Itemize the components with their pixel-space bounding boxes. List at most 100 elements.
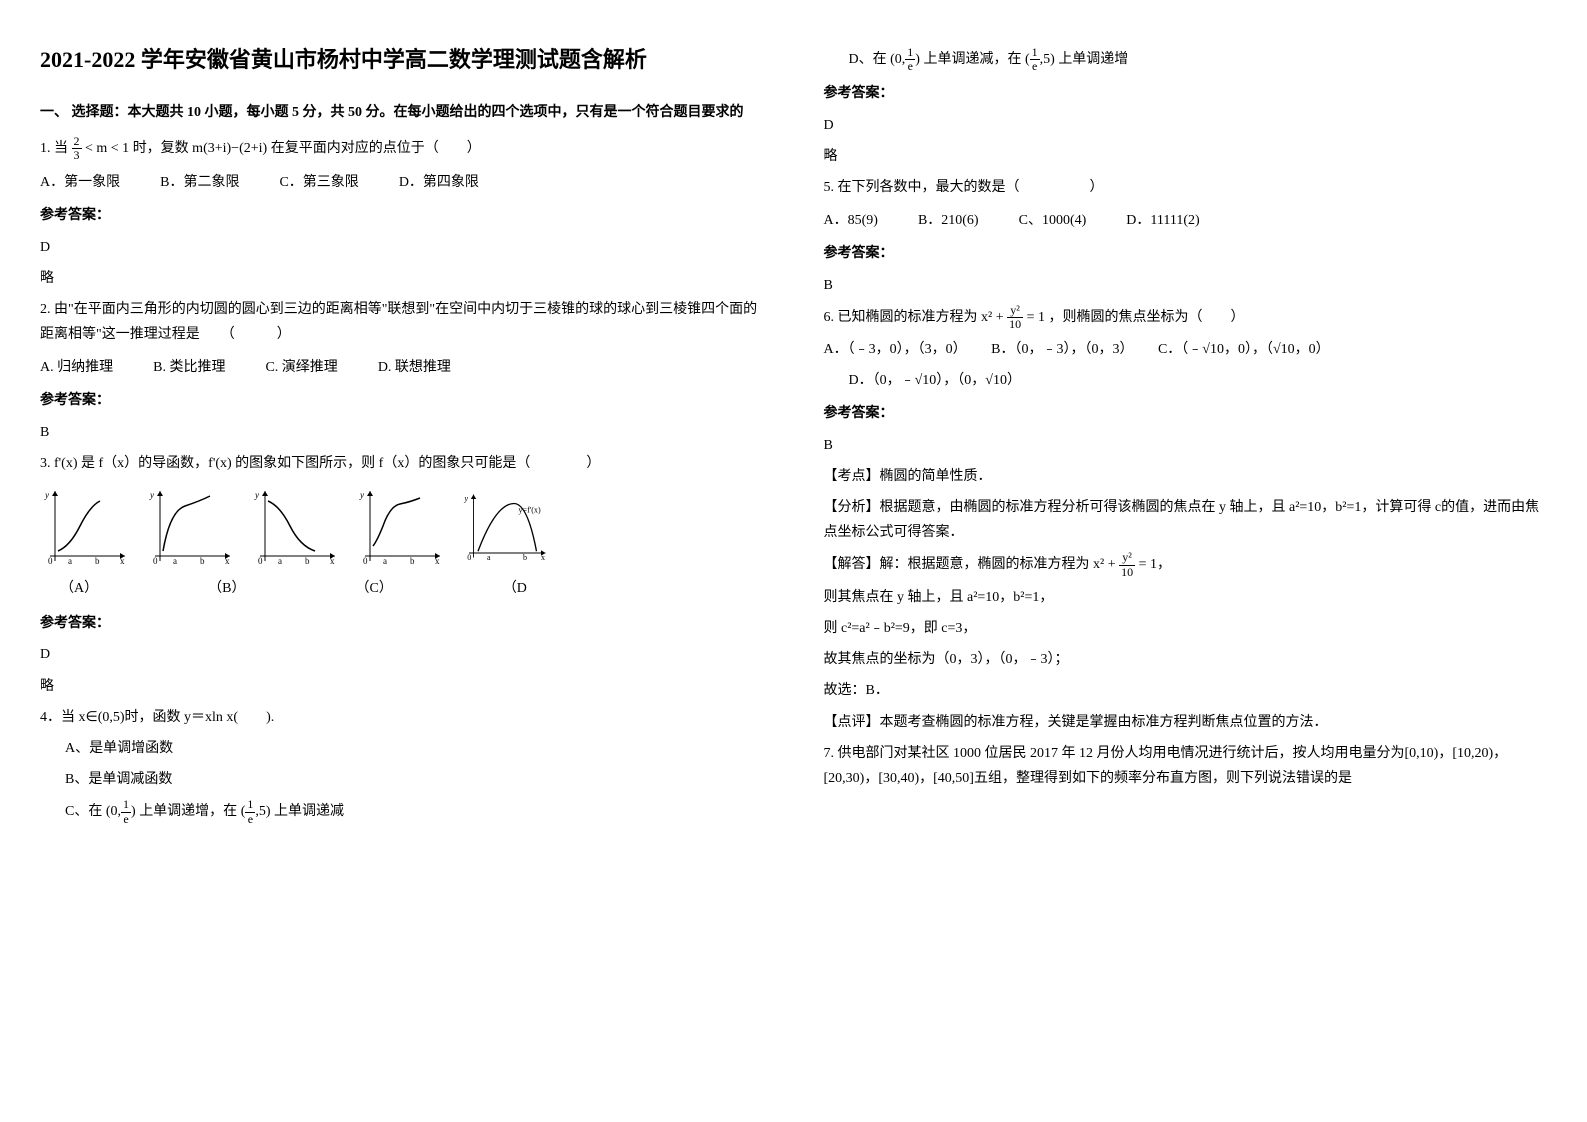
- right-column: D、在 (0,1e) 上单调递减，在 (1e,5) 上单调递增 参考答案： D …: [824, 40, 1548, 832]
- q4-optD-mid: 上单调递减，在: [923, 52, 1021, 67]
- graph-b: 0 a b x y: [145, 486, 235, 566]
- svg-text:x: x: [120, 556, 125, 566]
- svg-text:0: 0: [258, 556, 263, 566]
- svg-text:y: y: [149, 490, 154, 500]
- q6-solve1: 则其焦点在 y 轴上，且 a²=10，b²=1，: [824, 585, 1548, 610]
- q4-optC-prefix: C、在: [65, 804, 102, 819]
- q3-ans: D: [40, 642, 764, 667]
- q6-point: 【考点】椭圆的简单性质．: [824, 464, 1548, 489]
- q2-optA: A. 归纳推理: [40, 355, 113, 380]
- svg-text:0: 0: [363, 556, 368, 566]
- svg-text:b: b: [95, 556, 100, 566]
- svg-text:y=f'(x): y=f'(x): [519, 506, 541, 515]
- q1-suffix: 时，复数 m(3+i)−(2+i) 在复平面内对应的点位于（ ）: [133, 141, 481, 156]
- q2-optC: C. 演绎推理: [265, 355, 337, 380]
- page-title: 2021-2022 学年安徽省黄山市杨村中学高二数学理测试题含解析: [40, 40, 764, 80]
- svg-text:a: a: [68, 556, 72, 566]
- q4-stem: 4．当 x∈(0,5)时，函数 y＝xln x( ).: [40, 705, 764, 730]
- svg-text:y: y: [254, 490, 259, 500]
- graph-a: 0 a b x y: [40, 486, 130, 566]
- q6-analysis: 【分析】根据题意，由椭圆的标准方程分析可得该椭圆的焦点在 y 轴上，且 a²=1…: [824, 495, 1548, 545]
- svg-text:x: x: [435, 556, 440, 566]
- svg-text:a: a: [383, 556, 387, 566]
- q3-labC: （C）: [355, 576, 392, 601]
- q1-ans: D: [40, 235, 764, 260]
- q4-optD: D、在 (0,1e) 上单调递减，在 (1e,5) 上单调递增: [849, 46, 1548, 73]
- q6-solve-eq: x² + y²10 = 1: [1093, 551, 1157, 578]
- q2-ans-label: 参考答案：: [40, 388, 764, 413]
- q5-optD: D．11111(2): [1126, 208, 1199, 233]
- interval-1e-5: (1e,5): [241, 798, 271, 825]
- q1-stem: 1. 当 2 3 < m < 1 时，复数 m(3+i)−(2+i) 在复平面内…: [40, 135, 764, 162]
- q3-ans-label: 参考答案：: [40, 611, 764, 636]
- q4-optD-prefix: D、在: [849, 52, 887, 67]
- q3-option-labels: （A） （B） （C） （D: [60, 576, 764, 601]
- graph-fprime: 0 a b x y=f'(x) y: [460, 486, 550, 566]
- q7-stem: 7. 供电部门对某社区 1000 位居民 2017 年 12 月份人均用电情况进…: [824, 741, 1548, 791]
- q1-optA: A．第一象限: [40, 170, 120, 195]
- q6-prefix: 6. 已知椭圆的标准方程为: [824, 310, 978, 325]
- svg-text:b: b: [410, 556, 415, 566]
- q6-eq: x² + y²10 = 1: [981, 304, 1045, 331]
- q3-stem: 3. f'(x) 是 f（x）的导函数，f'(x) 的图象如下图所示，则 f（x…: [40, 451, 764, 476]
- section1-header: 一、 选择题：本大题共 10 小题，每小题 5 分，共 50 分。在每小题给出的…: [40, 100, 764, 125]
- q6-solve: 【解答】解：根据题意，椭圆的标准方程为 x² + y²10 = 1，: [824, 551, 1548, 578]
- q1-frac-rest: < m < 1: [85, 141, 129, 156]
- svg-text:y: y: [464, 494, 469, 503]
- q1-optD: D．第四象限: [399, 170, 479, 195]
- q6-solve-prefix: 【解答】解：根据题意，椭圆的标准方程为: [824, 557, 1090, 572]
- graph-d: 0 a b x y: [355, 486, 445, 566]
- q2-optB: B. 类比推理: [153, 355, 225, 380]
- svg-text:a: a: [173, 556, 177, 566]
- q1-ans-label: 参考答案：: [40, 203, 764, 228]
- q1-prefix: 1. 当: [40, 141, 68, 156]
- svg-text:x: x: [330, 556, 335, 566]
- svg-text:0: 0: [153, 556, 158, 566]
- graph-c: 0 a b x y: [250, 486, 340, 566]
- q6-solve3: 故其焦点的坐标为（0，3），（0，﹣3）；: [824, 647, 1548, 672]
- q4-optC: C、在 (0,1e) 上单调递增，在 (1e,5) 上单调递减: [65, 798, 764, 825]
- svg-text:a: a: [278, 556, 282, 566]
- q1-optB: B．第二象限: [160, 170, 239, 195]
- q4-ans: D: [824, 113, 1548, 138]
- q6-optC: C．（﹣√10，0），（√10，0）: [1158, 342, 1330, 357]
- q6-optA: A．（﹣3，0），（3，0）: [824, 342, 960, 357]
- q5-ans: B: [824, 273, 1548, 298]
- q3-graphs: 0 a b x y 0 a b x y 0 a b: [40, 486, 764, 566]
- q5-stem: 5. 在下列各数中，最大的数是（ ）: [824, 175, 1548, 200]
- svg-text:x: x: [541, 553, 545, 562]
- q4-note: 略: [824, 144, 1548, 169]
- q1-options: A．第一象限 B．第二象限 C．第三象限 D．第四象限: [40, 170, 764, 195]
- q6-solve2: 则 c²=a²﹣b²=9，即 c=3，: [824, 616, 1548, 641]
- svg-text:0: 0: [467, 553, 471, 562]
- q6-comment: 【点评】本题考查椭圆的标准方程，关键是掌握由标准方程判断焦点位置的方法．: [824, 710, 1548, 735]
- q2-optD: D. 联想推理: [378, 355, 451, 380]
- q4-optC-suffix: 上单调递减: [274, 804, 344, 819]
- q3-labB: （B）: [208, 576, 245, 601]
- q4-optC-mid: 上单调递增，在: [139, 804, 237, 819]
- svg-text:y: y: [359, 490, 364, 500]
- q1-optC: C．第三象限: [279, 170, 358, 195]
- q4-ans-label: 参考答案：: [824, 81, 1548, 106]
- q2-ans: B: [40, 420, 764, 445]
- q1-frac: 2 3: [72, 135, 82, 162]
- interval-1e-5-d: (1e,5): [1025, 46, 1055, 73]
- q3-labD: （D: [503, 576, 527, 601]
- q5-ans-label: 参考答案：: [824, 241, 1548, 266]
- interval-0-1e-d: (0,1e): [890, 46, 920, 73]
- svg-text:b: b: [523, 553, 527, 562]
- q2-options: A. 归纳推理 B. 类比推理 C. 演绎推理 D. 联想推理: [40, 355, 764, 380]
- svg-text:x: x: [225, 556, 230, 566]
- svg-text:b: b: [200, 556, 205, 566]
- q3-note: 略: [40, 674, 764, 699]
- q5-options: A．85(9) B．210(6) C、1000(4) D．11111(2): [824, 208, 1548, 233]
- q6-stem: 6. 已知椭圆的标准方程为 x² + y²10 = 1 ，则椭圆的焦点坐标为（ …: [824, 304, 1548, 331]
- q6-ans: B: [824, 433, 1548, 458]
- q1-note: 略: [40, 266, 764, 291]
- q5-optA: A．85(9): [824, 208, 878, 233]
- q4-optA: A、是单调增函数: [65, 736, 764, 761]
- q6-suffix: ，则椭圆的焦点坐标为（ ）: [1049, 310, 1245, 325]
- interval-0-1e: (0,1e): [106, 798, 136, 825]
- q5-optC: C、1000(4): [1019, 208, 1087, 233]
- q6-optB: B．（0，﹣3），（0，3）: [991, 342, 1126, 357]
